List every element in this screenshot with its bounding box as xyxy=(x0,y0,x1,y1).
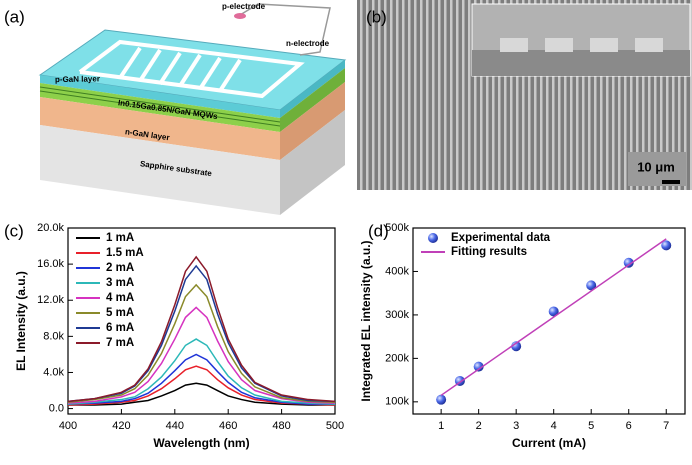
x-tick-label: 1 xyxy=(438,420,444,432)
y-axis-title: EL Intensity (a.u.) xyxy=(14,271,28,371)
diagram-label: p-GaN layer xyxy=(55,74,100,84)
y-tick-label: 12.0k xyxy=(37,294,64,306)
series-line xyxy=(68,306,335,404)
series-line xyxy=(68,382,335,406)
ridge xyxy=(635,38,663,52)
y-tick-label: 4.0k xyxy=(43,366,64,378)
n-gan-side xyxy=(40,97,280,160)
x-tick-label: 4 xyxy=(551,420,557,432)
y-tick-label: 300k xyxy=(385,309,409,321)
legend-label: 2 mA xyxy=(106,262,134,274)
p-pad xyxy=(234,13,246,19)
series-line xyxy=(68,255,335,403)
panel-label: (a) xyxy=(4,7,25,26)
legend-label: 1 mA xyxy=(106,232,134,244)
data-point xyxy=(511,341,522,352)
ridge xyxy=(590,38,618,52)
scale-label: 10 μm xyxy=(637,159,675,174)
x-tick-label: 2 xyxy=(476,420,482,432)
x-tick-label: 3 xyxy=(513,420,519,432)
series-line xyxy=(68,338,335,405)
legend-label: 6 mA xyxy=(106,322,134,334)
legend-label: Experimental data xyxy=(451,232,551,244)
mqw-line xyxy=(39,90,281,127)
x-tick-label: 6 xyxy=(626,420,632,432)
data-point xyxy=(661,240,672,251)
ridge xyxy=(545,38,573,52)
x-axis-title: Current (mA) xyxy=(512,436,586,450)
data-point xyxy=(623,257,634,268)
data-point xyxy=(548,306,559,317)
plot-frame xyxy=(412,227,686,415)
data-point xyxy=(436,394,447,405)
x-tick-label: 480 xyxy=(272,420,290,432)
legend-label: 7 mA xyxy=(106,337,134,349)
y-tick-label: 16.0k xyxy=(37,258,64,270)
n-gan-right xyxy=(280,82,345,160)
diagram-label: n-electrode xyxy=(286,39,330,48)
x-tick-label: 420 xyxy=(112,420,130,432)
wire xyxy=(239,3,331,56)
series-line xyxy=(440,238,667,396)
x-tick-label: 500 xyxy=(326,420,344,432)
series-line xyxy=(68,264,335,403)
panel-label: (d) xyxy=(368,221,389,240)
legend-label: 3 mA xyxy=(106,277,134,289)
sem-image xyxy=(357,0,692,190)
sem-inset-base xyxy=(472,50,690,76)
x-tick-label: 460 xyxy=(219,420,237,432)
data-point xyxy=(586,280,597,291)
device-diagram xyxy=(38,3,347,215)
scale-bar xyxy=(662,180,680,184)
data-point xyxy=(473,361,484,372)
mqw-line xyxy=(39,86,281,123)
y-tick-label: 500k xyxy=(385,222,409,234)
p-gan-side xyxy=(40,75,280,118)
legend-marker xyxy=(428,233,438,243)
x-tick-label: 7 xyxy=(663,420,669,432)
y-tick-label: 0.0 xyxy=(49,402,64,414)
y-tick-label: 200k xyxy=(385,352,409,364)
p-gan-right xyxy=(280,60,345,118)
series-line xyxy=(68,283,335,404)
x-tick-label: 400 xyxy=(59,420,77,432)
x-axis-title: Wavelength (nm) xyxy=(153,436,249,450)
series-line xyxy=(68,353,335,405)
x-tick-label: 440 xyxy=(166,420,184,432)
panel-label: (b) xyxy=(366,7,387,26)
substrate-side xyxy=(40,125,280,215)
y-axis-title: Integrated EL intensity (a.u.) xyxy=(359,240,373,401)
diagram-label: p-electrode xyxy=(222,2,266,11)
series-line xyxy=(68,365,335,406)
ridge xyxy=(500,38,528,52)
legend-label: 5 mA xyxy=(106,307,134,319)
plot-frame xyxy=(67,227,336,415)
y-tick-label: 100k xyxy=(385,396,409,408)
y-tick-label: 20.0k xyxy=(37,222,64,234)
panel-label: (c) xyxy=(4,221,24,240)
legend-label: 4 mA xyxy=(106,292,134,304)
substrate-right xyxy=(280,110,345,215)
legend-label: Fitting results xyxy=(451,246,527,258)
electrode-comb xyxy=(78,39,305,99)
y-tick-label: 8.0k xyxy=(43,330,64,342)
legend-label: 1.5 mA xyxy=(106,247,144,259)
x-tick-label: 5 xyxy=(588,420,594,432)
mqw-right xyxy=(280,68,345,132)
y-tick-label: 400k xyxy=(385,265,409,277)
